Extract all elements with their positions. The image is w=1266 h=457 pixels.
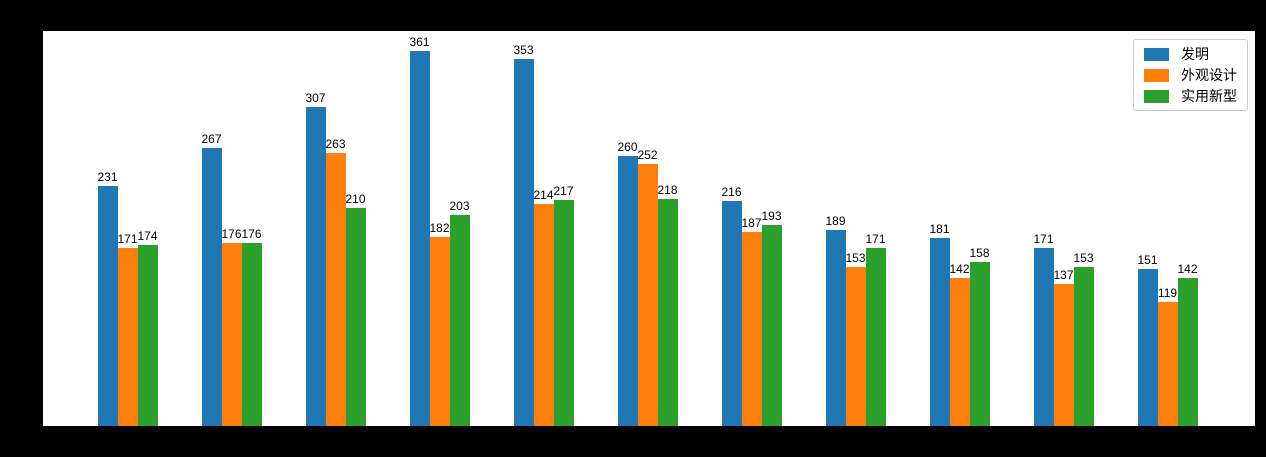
bar [513,59,534,426]
bar [117,248,138,426]
legend: 发明 外观设计 实用新型 [1133,39,1248,111]
bar-value-label: 174 [137,229,158,243]
bar [657,199,678,426]
bar [825,230,846,426]
bar-value-label: 171 [865,232,886,246]
legend-item: 外观设计 [1144,68,1237,82]
bar [409,51,430,426]
bar-value-label: 119 [1157,286,1178,300]
bar [1157,302,1178,426]
bar [97,186,118,426]
legend-item-label: 发明 [1181,46,1209,62]
bar [429,237,450,426]
bar [1137,269,1158,426]
bar-value-label: 176 [221,227,242,241]
bar-value-label: 171 [1033,232,1054,246]
legend-item: 发明 [1144,47,1237,61]
bar [325,153,346,426]
bar [617,156,638,426]
bar-value-label: 142 [1177,262,1198,276]
bar-value-label: 182 [429,221,450,235]
bar-value-label: 193 [761,209,782,223]
legend-item-label: 实用新型 [1181,88,1237,104]
bar-value-label: 361 [409,35,430,49]
bar-value-label: 153 [1073,251,1094,265]
legend-swatch-icon [1144,89,1169,103]
bar-value-label: 252 [637,148,658,162]
bar [1073,267,1094,426]
legend-swatch-icon [1144,68,1169,82]
bar [637,164,658,426]
bar-value-label: 137 [1053,268,1074,282]
legend-item: 实用新型 [1144,89,1237,103]
bar [305,107,326,426]
legend-item-label: 外观设计 [1181,67,1237,83]
bar-value-label: 142 [949,262,970,276]
bar [137,245,158,426]
bar-value-label: 260 [617,140,638,154]
bar [949,278,970,426]
bar-value-label: 158 [969,246,990,260]
bar [345,208,366,426]
bar-value-label: 171 [117,232,138,246]
bar [865,248,886,426]
bar [533,204,554,426]
bar [845,267,866,426]
bar-value-label: 218 [657,183,678,197]
bar-value-label: 263 [325,137,346,151]
bar [1033,248,1054,426]
bar-value-label: 153 [845,251,866,265]
bar [741,232,762,426]
bar [969,262,990,426]
bar-value-label: 189 [825,214,846,228]
bar-value-label: 151 [1137,253,1158,267]
bar-value-label: 307 [305,91,326,105]
bar-value-label: 267 [201,132,222,146]
bar-value-label: 353 [513,43,534,57]
bar-value-label: 210 [345,192,366,206]
bar-value-label: 203 [449,199,470,213]
legend-swatch-icon [1144,47,1169,61]
bar-value-label: 216 [721,185,742,199]
bar [721,201,742,426]
plot-area: 231 171 174 267 176 176 307 263 210 361 182 203 353 2… [43,31,1255,426]
bar [201,148,222,426]
bar [1053,284,1074,426]
bar [761,225,782,426]
bar-value-label: 181 [929,222,950,236]
bar [221,243,242,426]
bar [241,243,262,426]
bar-value-label: 187 [741,216,762,230]
bar [553,200,574,426]
bar [1177,278,1198,426]
bar-value-label: 217 [553,184,574,198]
bar [929,238,950,426]
bar-value-label: 231 [97,170,118,184]
bar-value-label: 176 [241,227,262,241]
bar-value-label: 214 [533,188,554,202]
bar [449,215,470,426]
